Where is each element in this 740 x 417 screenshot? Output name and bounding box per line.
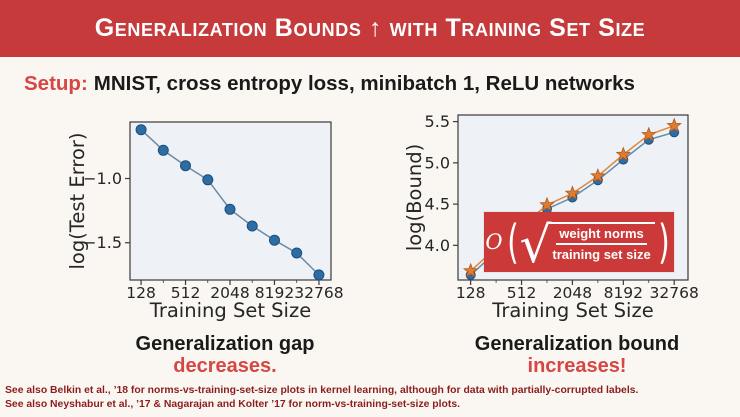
- formula-fraction: weight norms training set size: [548, 222, 655, 262]
- footnote-1: See also Belkin et al., ’18 for norms-vs…: [5, 385, 639, 396]
- x-axis-label: Training Set Size: [491, 299, 653, 322]
- y-axis-label: log(Test Error): [66, 132, 89, 269]
- circle-marker: [135, 124, 147, 136]
- left-caption-line2: decreases.: [173, 355, 277, 378]
- x-tick-label: 512: [171, 284, 201, 302]
- x-tick-label: 32768: [650, 284, 699, 302]
- right-caption: Generalization bound increases!: [412, 333, 740, 378]
- y-tick-label: 4.5: [425, 195, 450, 214]
- x-tick-label: 128: [126, 284, 156, 302]
- circle-marker: [180, 160, 191, 172]
- left-caption-line1: Generalization gap: [135, 333, 315, 355]
- circle-marker: [291, 247, 303, 259]
- footnote-2: See also Neyshabur et al., ’17 & Nagaraj…: [5, 398, 461, 410]
- circle-marker: [224, 203, 236, 215]
- x-tick-label: 32768: [294, 284, 343, 302]
- y-tick-label: 5.5: [425, 112, 450, 131]
- formula-denominator: training set size: [552, 247, 651, 262]
- y-tick-label: 4.0: [425, 236, 450, 255]
- x-tick-label: 2048: [210, 284, 249, 302]
- star-marker: [615, 146, 632, 162]
- star-marker: [590, 167, 606, 183]
- y-axis-label: log(Bound): [403, 144, 426, 251]
- circle-marker: [202, 174, 214, 186]
- left-caption: Generalization gap decreases.: [60, 333, 390, 378]
- bound-formula-overlay: O ( √ weight norms training set size ): [484, 212, 674, 272]
- x-tick-label: 128: [456, 284, 486, 302]
- circle-marker: [313, 269, 325, 281]
- y-tick-label: −1.0: [83, 169, 122, 188]
- x-tick-label: 512: [507, 284, 537, 302]
- right-caption-line2: increases!: [527, 355, 627, 378]
- slide-title: Generalization Bounds ↑ with Training Se…: [94, 14, 646, 42]
- x-tick-label: 8192: [604, 284, 643, 302]
- x-axis-label: Training Set Size: [149, 299, 311, 322]
- x-tick-label: 8192: [255, 284, 294, 302]
- footnotes: See also Belkin et al., ’18 for norms-vs…: [5, 384, 737, 411]
- star-marker: [564, 185, 581, 200]
- y-tick-label: −1.5: [83, 233, 122, 252]
- star-marker: [666, 117, 682, 133]
- y-tick-label: 5.0: [425, 153, 450, 172]
- star-marker: [462, 262, 479, 278]
- big-o-symbol: O: [485, 230, 503, 254]
- circle-marker: [157, 144, 169, 156]
- circle-marker: [246, 220, 258, 232]
- setup-text: MNIST, cross entropy loss, minibatch 1, …: [93, 72, 635, 95]
- setup-label: Setup:: [24, 72, 88, 95]
- star-marker: [539, 196, 555, 212]
- title-banner: Generalization Bounds ↑ with Training Se…: [0, 0, 740, 57]
- circle-marker: [269, 234, 280, 246]
- formula-numerator: weight norms: [556, 226, 647, 245]
- right-caption-line1: Generalization bound: [474, 333, 680, 355]
- setup-line: Setup: MNIST, cross entropy loss, minibat…: [24, 72, 635, 96]
- x-tick-label: 2048: [553, 284, 592, 302]
- star-marker: [641, 126, 657, 142]
